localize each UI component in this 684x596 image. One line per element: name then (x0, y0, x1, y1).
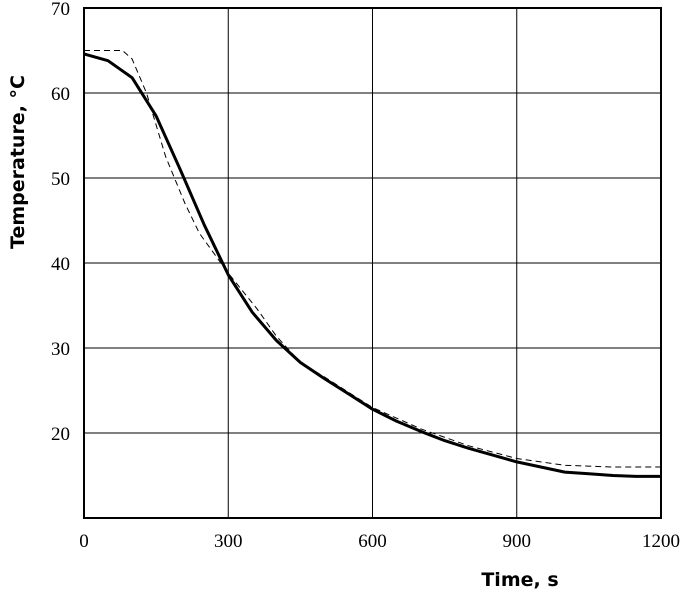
x-tick-label: 1200 (642, 531, 680, 552)
solid-temperature-line (83, 52, 661, 478)
y-tick-label: 60 (51, 84, 70, 105)
x-tick-label: 600 (358, 531, 387, 552)
y-tick-label: 40 (51, 254, 70, 275)
dashed-temperature-line (84, 50, 661, 468)
grid-lines (84, 8, 661, 518)
y-axis-label: Temperature, °C (7, 75, 29, 249)
x-tick-label: 900 (503, 531, 532, 552)
series-layer (83, 50, 661, 478)
y-tick-label: 50 (51, 169, 70, 190)
y-tick-labels: 20 30 40 50 60 70 (51, 0, 70, 445)
x-tick-labels: 0 300 600 900 1200 (79, 531, 680, 552)
x-tick-label: 0 (79, 531, 89, 552)
plot-frame (83, 7, 662, 519)
y-tick-label: 30 (51, 339, 70, 360)
x-axis-label: Time, s (481, 569, 558, 591)
y-tick-label: 20 (51, 424, 70, 445)
x-tick-label: 300 (214, 531, 243, 552)
y-tick-label: 70 (51, 0, 70, 20)
